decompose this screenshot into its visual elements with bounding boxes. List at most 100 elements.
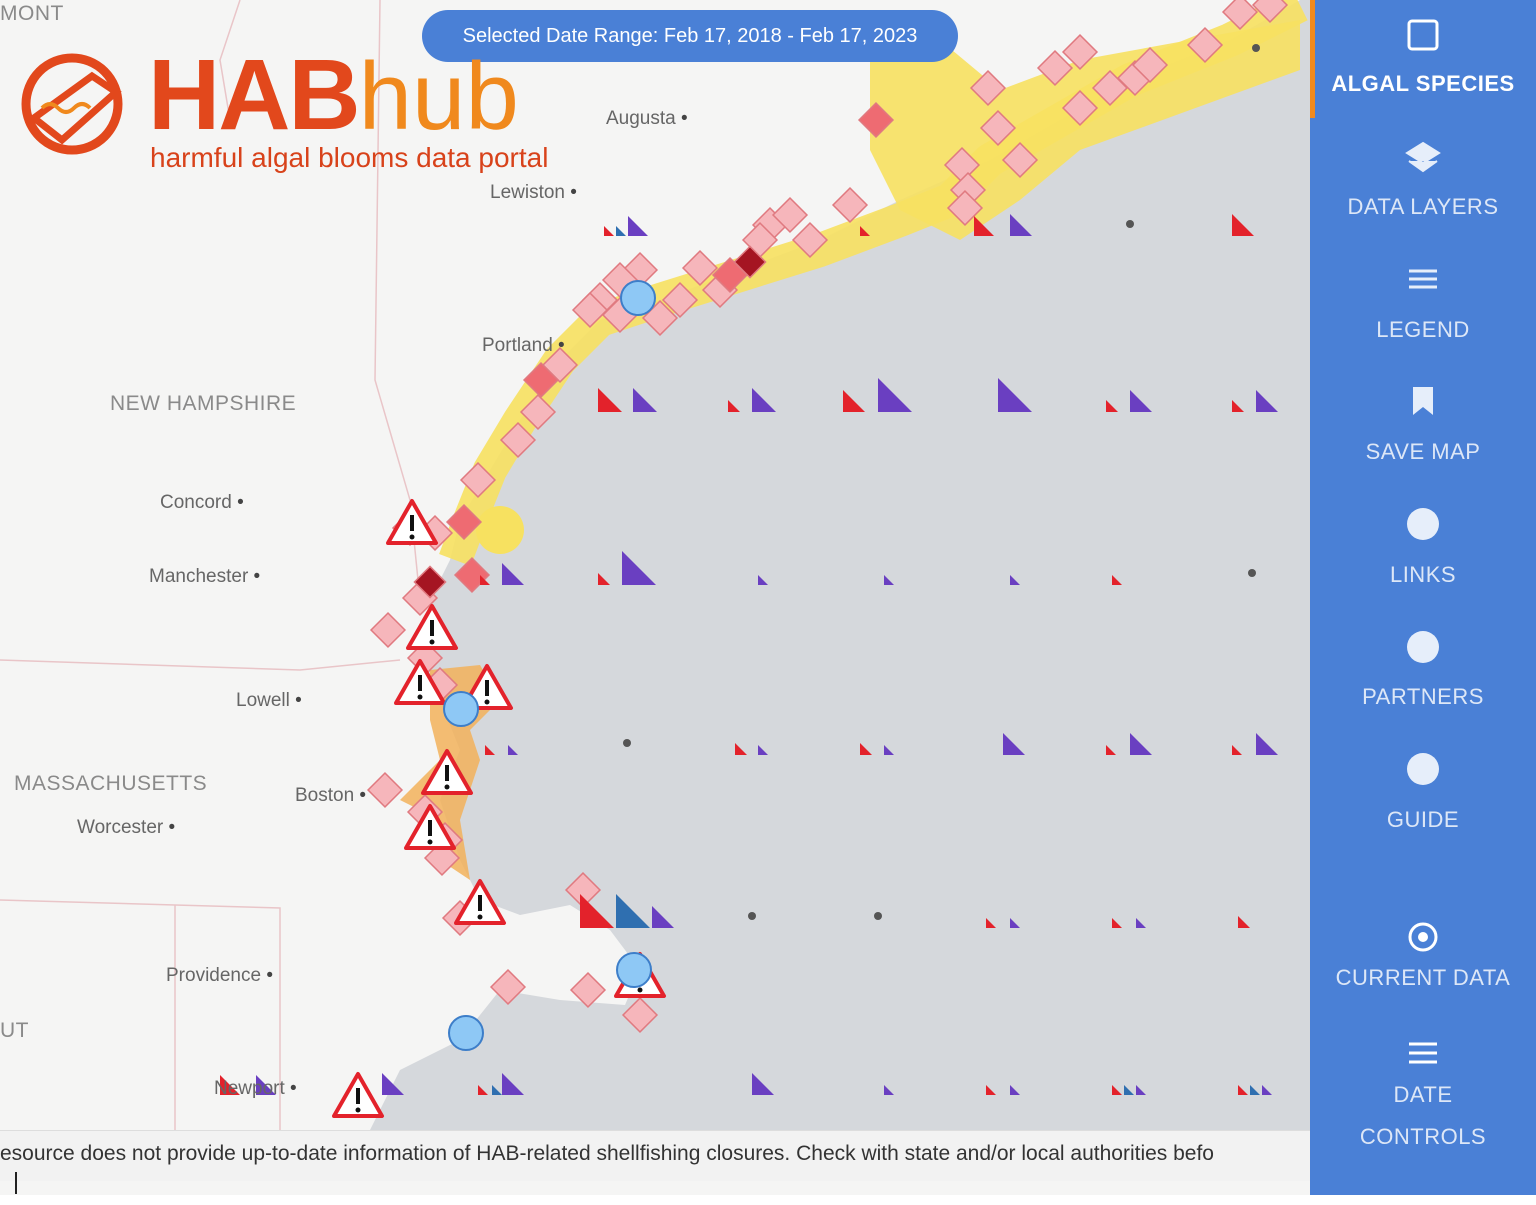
diamond-marker[interactable] <box>969 69 1007 107</box>
triangle-marker[interactable] <box>986 918 996 928</box>
icon[interactable] <box>1418 932 1428 942</box>
triangle-marker[interactable] <box>1136 918 1146 928</box>
dot-marker[interactable] <box>1248 569 1256 577</box>
diamond-marker[interactable] <box>459 461 497 499</box>
triangle-marker[interactable] <box>1238 1085 1248 1095</box>
triangle-marker[interactable] <box>1232 745 1242 755</box>
triangle-marker[interactable] <box>884 575 894 585</box>
triangle-marker[interactable] <box>860 226 870 236</box>
triangle-marker[interactable] <box>633 388 657 412</box>
triangle-marker[interactable] <box>758 745 768 755</box>
triangle-marker[interactable] <box>752 388 776 412</box>
triangle-marker[interactable] <box>492 1085 502 1095</box>
triangle-marker[interactable] <box>598 388 622 412</box>
sample-marker[interactable] <box>448 1015 484 1051</box>
triangle-marker[interactable] <box>502 563 524 585</box>
dot-marker[interactable] <box>874 912 882 920</box>
triangle-marker[interactable] <box>1010 1085 1020 1095</box>
triangle-marker[interactable] <box>878 378 912 412</box>
diamond-marker[interactable] <box>1036 49 1074 87</box>
diamond-marker[interactable] <box>1251 0 1289 24</box>
triangle-marker[interactable] <box>884 745 894 755</box>
triangle-marker[interactable] <box>1238 916 1250 928</box>
triangle-marker[interactable] <box>1130 733 1152 755</box>
triangle-marker[interactable] <box>616 226 626 236</box>
triangle-marker[interactable] <box>485 745 495 755</box>
triangle-marker[interactable] <box>1124 1085 1134 1095</box>
triangle-marker[interactable] <box>508 745 518 755</box>
diamond-marker[interactable] <box>445 503 483 541</box>
warning-glyph[interactable] <box>427 839 433 845</box>
icon[interactable] <box>1408 922 1438 952</box>
triangle-marker[interactable] <box>1256 390 1278 412</box>
triangle-marker[interactable] <box>1106 745 1116 755</box>
nav-item[interactable]: GUIDE <box>1386 807 1460 832</box>
warning-glyph[interactable] <box>417 694 423 700</box>
triangle-marker[interactable] <box>752 1073 774 1095</box>
triangle-marker[interactable] <box>1112 918 1122 928</box>
triangle-marker[interactable] <box>616 894 650 928</box>
sample-marker[interactable] <box>443 691 479 727</box>
triangle-marker[interactable] <box>580 894 614 928</box>
icon[interactable] <box>1413 387 1433 415</box>
triangle-marker[interactable] <box>998 378 1032 412</box>
diamond-marker[interactable] <box>831 186 869 224</box>
warning-glyph[interactable] <box>484 699 490 705</box>
logo[interactable]: HABhub <box>148 38 519 153</box>
nav-item[interactable]: LEGEND <box>1376 317 1470 342</box>
warning-glyph[interactable] <box>637 987 643 993</box>
diamond-marker[interactable] <box>519 393 557 431</box>
triangle-marker[interactable] <box>1010 214 1032 236</box>
diamond-marker[interactable] <box>979 109 1017 147</box>
diamond-marker[interactable] <box>489 968 527 1006</box>
dot-marker[interactable] <box>748 912 756 920</box>
diamond-marker[interactable] <box>771 196 809 234</box>
diamond-marker[interactable] <box>943 146 981 184</box>
triangle-marker[interactable] <box>478 1085 488 1095</box>
triangle-marker[interactable] <box>502 1073 524 1095</box>
triangle-marker[interactable] <box>1010 918 1020 928</box>
triangle-marker[interactable] <box>1232 214 1254 236</box>
triangle-marker[interactable] <box>652 906 674 928</box>
triangle-marker[interactable] <box>1256 733 1278 755</box>
diamond-marker[interactable] <box>1186 26 1224 64</box>
diamond-marker[interactable] <box>791 221 829 259</box>
triangle-marker[interactable] <box>986 1085 996 1095</box>
nav-item[interactable]: LINKS <box>1389 562 1457 587</box>
nav-item[interactable]: DATE <box>1393 1082 1453 1107</box>
sample-marker[interactable] <box>620 280 656 316</box>
triangle-marker[interactable] <box>480 575 490 585</box>
diamond-marker[interactable] <box>564 871 602 909</box>
icon[interactable] <box>1407 753 1439 785</box>
diamond-marker[interactable] <box>366 771 404 809</box>
diamond-marker[interactable] <box>681 249 719 287</box>
diamond-marker[interactable] <box>369 611 407 649</box>
map[interactable] <box>0 0 1310 1195</box>
triangle-marker[interactable] <box>1003 733 1025 755</box>
warning-glyph[interactable] <box>444 784 450 790</box>
icon[interactable] <box>1407 631 1439 663</box>
triangle-marker[interactable] <box>728 400 740 412</box>
triangle-marker[interactable] <box>758 575 768 585</box>
triangle-marker[interactable] <box>382 1073 404 1095</box>
triangle-marker[interactable] <box>1010 575 1020 585</box>
diamond-marker[interactable] <box>569 971 607 1009</box>
icon[interactable] <box>1405 141 1441 173</box>
diamond-marker[interactable] <box>946 189 984 227</box>
triangle-marker[interactable] <box>622 551 656 585</box>
triangle-marker[interactable] <box>628 216 648 236</box>
dot-marker[interactable] <box>623 739 631 747</box>
triangle-marker[interactable] <box>604 226 614 236</box>
triangle-marker[interactable] <box>860 743 872 755</box>
warning-glyph[interactable] <box>409 534 415 540</box>
diamond-marker[interactable] <box>571 291 609 329</box>
triangle-marker[interactable] <box>843 390 865 412</box>
diamond-marker[interactable] <box>1061 89 1099 127</box>
nav-item[interactable]: DATA LAYERS <box>1347 194 1499 219</box>
triangle-marker[interactable] <box>1262 1085 1272 1095</box>
diamond-marker[interactable] <box>1001 141 1039 179</box>
triangle-marker[interactable] <box>884 1085 894 1095</box>
triangle-marker[interactable] <box>1112 1085 1122 1095</box>
dot-marker[interactable] <box>1252 44 1260 52</box>
nav-item[interactable]: PARTNERS <box>1362 684 1484 709</box>
